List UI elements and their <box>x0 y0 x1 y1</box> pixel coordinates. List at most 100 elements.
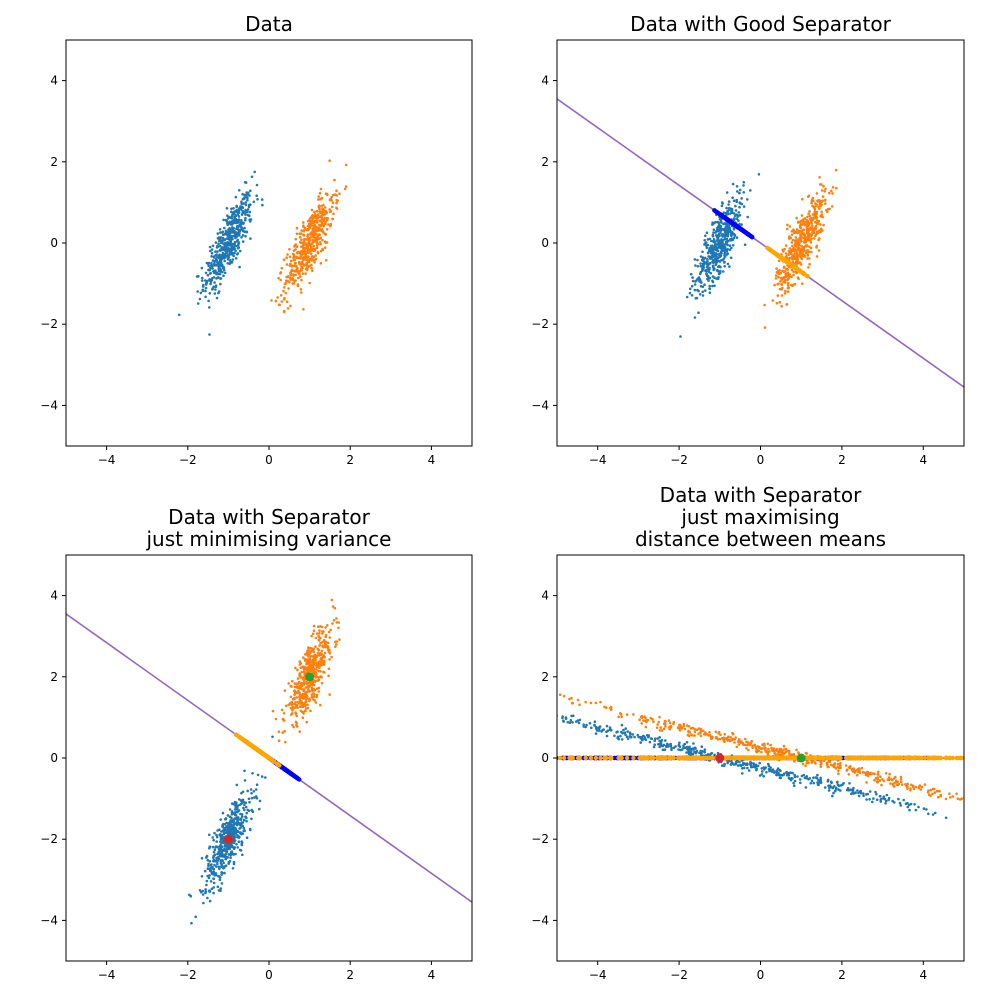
data-point <box>291 264 294 268</box>
data-point <box>311 660 314 664</box>
data-point <box>310 266 313 270</box>
data-point <box>822 223 825 227</box>
data-point <box>315 664 318 668</box>
data-point <box>207 876 211 880</box>
data-point <box>241 192 244 196</box>
data-point <box>314 661 318 665</box>
data-point <box>242 818 246 822</box>
data-point <box>805 245 808 248</box>
data-point <box>241 197 245 201</box>
data-point <box>229 828 232 832</box>
data-point <box>734 204 737 208</box>
data-point <box>310 695 314 699</box>
data-point <box>312 235 315 238</box>
data-point <box>190 921 193 925</box>
data-point <box>718 253 722 257</box>
data-point <box>709 244 713 248</box>
data-point <box>234 257 238 260</box>
data-point <box>298 692 302 696</box>
data-point <box>306 246 309 250</box>
data-point <box>238 798 241 801</box>
data-point <box>299 275 302 278</box>
data-point <box>280 266 284 270</box>
data-point <box>250 175 254 179</box>
data-point <box>224 817 228 820</box>
data-point <box>244 213 247 216</box>
data-point <box>214 285 218 289</box>
data-point <box>793 252 796 256</box>
data-point <box>298 663 302 666</box>
data-point <box>317 625 320 628</box>
data-point <box>714 262 718 265</box>
data-point <box>698 293 702 296</box>
data-point <box>227 823 230 826</box>
data-point <box>806 232 809 235</box>
data-point <box>177 313 181 317</box>
data-point <box>215 277 218 280</box>
data-point <box>315 241 319 245</box>
data-point <box>313 699 317 702</box>
data-point <box>299 676 303 679</box>
data-point <box>791 238 795 242</box>
data-point <box>728 244 732 247</box>
data-point <box>777 259 781 263</box>
data-point <box>717 259 720 263</box>
data-point <box>223 866 226 869</box>
data-point <box>294 720 298 724</box>
data-point <box>227 256 230 260</box>
data-point <box>208 245 212 249</box>
data-point <box>279 271 283 274</box>
data-point <box>216 852 219 856</box>
data-point <box>299 255 303 258</box>
data-point <box>242 806 245 810</box>
data-point <box>250 792 253 795</box>
data-point <box>235 231 239 235</box>
projection-b <box>765 245 810 279</box>
data-point <box>319 249 323 253</box>
data-point <box>790 268 794 272</box>
data-point <box>314 673 318 676</box>
data-point <box>260 198 264 201</box>
data-point <box>200 875 204 878</box>
data-point <box>344 185 348 188</box>
data-point <box>246 789 249 793</box>
data-point <box>774 274 778 277</box>
data-point <box>210 248 214 251</box>
data-point <box>303 658 307 661</box>
data-point <box>211 287 215 290</box>
data-point <box>233 220 237 223</box>
data-point <box>287 703 290 707</box>
data-point <box>322 638 326 642</box>
data-point <box>315 654 318 658</box>
data-point <box>209 280 212 283</box>
data-point <box>738 205 741 209</box>
data-point <box>206 273 210 277</box>
data-point <box>709 257 712 260</box>
data-point <box>210 254 213 258</box>
data-point <box>284 704 288 708</box>
data-point <box>219 887 223 890</box>
data-point <box>317 634 320 638</box>
data-point <box>705 262 709 266</box>
data-point <box>785 303 788 306</box>
data-point <box>703 283 706 287</box>
data-point <box>217 865 221 869</box>
data-point <box>708 287 712 291</box>
data-point <box>701 265 705 269</box>
data-point <box>280 708 284 712</box>
data-point <box>740 197 743 200</box>
data-point <box>304 700 308 703</box>
data-point <box>798 250 802 254</box>
data-point <box>308 657 312 661</box>
data-point <box>300 260 304 264</box>
data-point <box>231 867 235 870</box>
data-point <box>218 228 222 231</box>
data-point <box>320 681 324 685</box>
data-point <box>218 239 221 243</box>
data-point <box>696 288 699 292</box>
data-point <box>793 257 796 261</box>
data-point <box>201 288 205 292</box>
data-point <box>232 819 236 823</box>
data-point <box>718 244 721 247</box>
data-point <box>206 874 209 878</box>
